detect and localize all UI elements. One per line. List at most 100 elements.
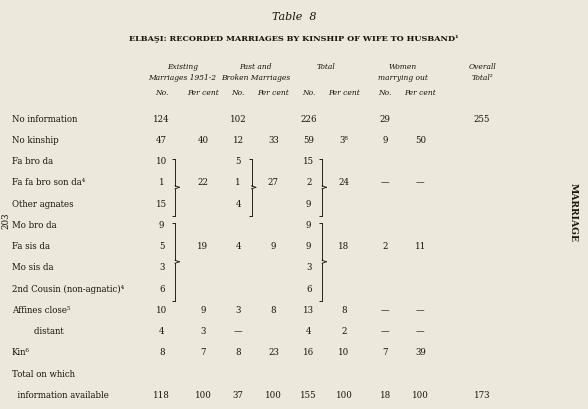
Text: No.: No. xyxy=(302,89,315,97)
Text: No information: No information xyxy=(12,115,77,124)
Text: Past and: Past and xyxy=(239,63,272,72)
Text: 5: 5 xyxy=(235,157,241,166)
Text: 10: 10 xyxy=(338,348,350,357)
Text: 3: 3 xyxy=(235,306,241,315)
Text: —: — xyxy=(381,306,389,315)
Text: Per cent: Per cent xyxy=(405,89,436,97)
Text: MARRIAGE: MARRIAGE xyxy=(569,183,578,242)
Text: Total²: Total² xyxy=(472,74,493,83)
Text: 2nd Cousin (non-agnatic)⁴: 2nd Cousin (non-agnatic)⁴ xyxy=(12,285,124,294)
Text: 9: 9 xyxy=(200,306,206,315)
Text: 27: 27 xyxy=(268,178,279,187)
Text: 22: 22 xyxy=(198,178,208,187)
Text: 1: 1 xyxy=(235,178,241,187)
Text: 33: 33 xyxy=(268,136,279,145)
Text: 11: 11 xyxy=(415,242,426,251)
Text: 8: 8 xyxy=(235,348,241,357)
Text: 3⁸: 3⁸ xyxy=(339,136,349,145)
Text: 3: 3 xyxy=(200,327,206,336)
Text: 9: 9 xyxy=(159,221,165,230)
Text: 4: 4 xyxy=(235,242,241,251)
Text: 2: 2 xyxy=(341,327,347,336)
Text: No.: No. xyxy=(155,89,168,97)
Text: —: — xyxy=(234,327,242,336)
Text: —: — xyxy=(381,327,389,336)
Text: 19: 19 xyxy=(198,242,208,251)
Text: 18: 18 xyxy=(338,242,350,251)
Text: 7: 7 xyxy=(382,348,388,357)
Text: No.: No. xyxy=(232,89,245,97)
Text: information available: information available xyxy=(12,391,109,400)
Text: ELBAŞI: RECORDED MARRIAGES BY KINSHIP OF WIFE TO HUSBAND¹: ELBAŞI: RECORDED MARRIAGES BY KINSHIP OF… xyxy=(129,35,459,43)
Text: Fa bro da: Fa bro da xyxy=(12,157,53,166)
Text: No kinship: No kinship xyxy=(12,136,58,145)
Text: marrying out: marrying out xyxy=(378,74,427,83)
Text: 2: 2 xyxy=(382,242,388,251)
Text: Per cent: Per cent xyxy=(187,89,219,97)
Text: 100: 100 xyxy=(195,391,211,400)
Text: 4: 4 xyxy=(306,327,312,336)
Text: 47: 47 xyxy=(156,136,167,145)
Text: 9: 9 xyxy=(306,242,312,251)
Text: 100: 100 xyxy=(412,391,429,400)
Text: 7: 7 xyxy=(200,348,206,357)
Text: 1: 1 xyxy=(159,178,165,187)
Text: —: — xyxy=(381,178,389,187)
Text: 255: 255 xyxy=(474,115,490,124)
Text: Overall: Overall xyxy=(468,63,496,72)
Text: 9: 9 xyxy=(270,242,276,251)
Text: —: — xyxy=(416,178,425,187)
Text: 5: 5 xyxy=(159,242,165,251)
Text: 59: 59 xyxy=(303,136,314,145)
Text: 8: 8 xyxy=(159,348,165,357)
Text: 50: 50 xyxy=(415,136,426,145)
Text: 4: 4 xyxy=(235,200,241,209)
Text: 6: 6 xyxy=(306,285,312,294)
Text: 9: 9 xyxy=(306,221,312,230)
Text: 24: 24 xyxy=(339,178,349,187)
Text: Existing: Existing xyxy=(167,63,198,72)
Text: 15: 15 xyxy=(156,200,167,209)
Text: 10: 10 xyxy=(156,306,168,315)
Text: 29: 29 xyxy=(380,115,390,124)
Text: Mo sis da: Mo sis da xyxy=(12,263,54,272)
Text: —: — xyxy=(416,327,425,336)
Text: Per cent: Per cent xyxy=(328,89,360,97)
Text: Kin⁶: Kin⁶ xyxy=(12,348,30,357)
Text: 100: 100 xyxy=(265,391,282,400)
Text: 6: 6 xyxy=(159,285,165,294)
Text: No.: No. xyxy=(379,89,392,97)
Text: 15: 15 xyxy=(303,157,314,166)
Text: 118: 118 xyxy=(153,391,170,400)
Text: 173: 173 xyxy=(474,391,490,400)
Text: —: — xyxy=(416,306,425,315)
Text: Other agnates: Other agnates xyxy=(12,200,74,209)
Text: Table  8: Table 8 xyxy=(272,12,316,22)
Text: Marriages 1951-2: Marriages 1951-2 xyxy=(148,74,216,83)
Text: 4: 4 xyxy=(159,327,165,336)
Text: 100: 100 xyxy=(336,391,352,400)
Text: 9: 9 xyxy=(382,136,388,145)
Text: 9: 9 xyxy=(306,200,312,209)
Text: 10: 10 xyxy=(156,157,168,166)
Text: 226: 226 xyxy=(300,115,317,124)
Text: 39: 39 xyxy=(415,348,426,357)
Text: distant: distant xyxy=(12,327,64,336)
Text: 12: 12 xyxy=(233,136,243,145)
Text: 8: 8 xyxy=(270,306,276,315)
Text: 3: 3 xyxy=(159,263,165,272)
Text: 2: 2 xyxy=(306,178,312,187)
Text: Affines close⁵: Affines close⁵ xyxy=(12,306,70,315)
Text: 40: 40 xyxy=(198,136,208,145)
Text: Women: Women xyxy=(389,63,417,72)
Text: 13: 13 xyxy=(303,306,314,315)
Text: Broken Marriages: Broken Marriages xyxy=(221,74,290,83)
Text: 16: 16 xyxy=(303,348,314,357)
Text: 3: 3 xyxy=(306,263,312,272)
Text: 8: 8 xyxy=(341,306,347,315)
Text: 124: 124 xyxy=(153,115,170,124)
Text: 203: 203 xyxy=(1,213,11,229)
Text: 102: 102 xyxy=(230,115,246,124)
Text: 18: 18 xyxy=(379,391,391,400)
Text: 37: 37 xyxy=(233,391,243,400)
